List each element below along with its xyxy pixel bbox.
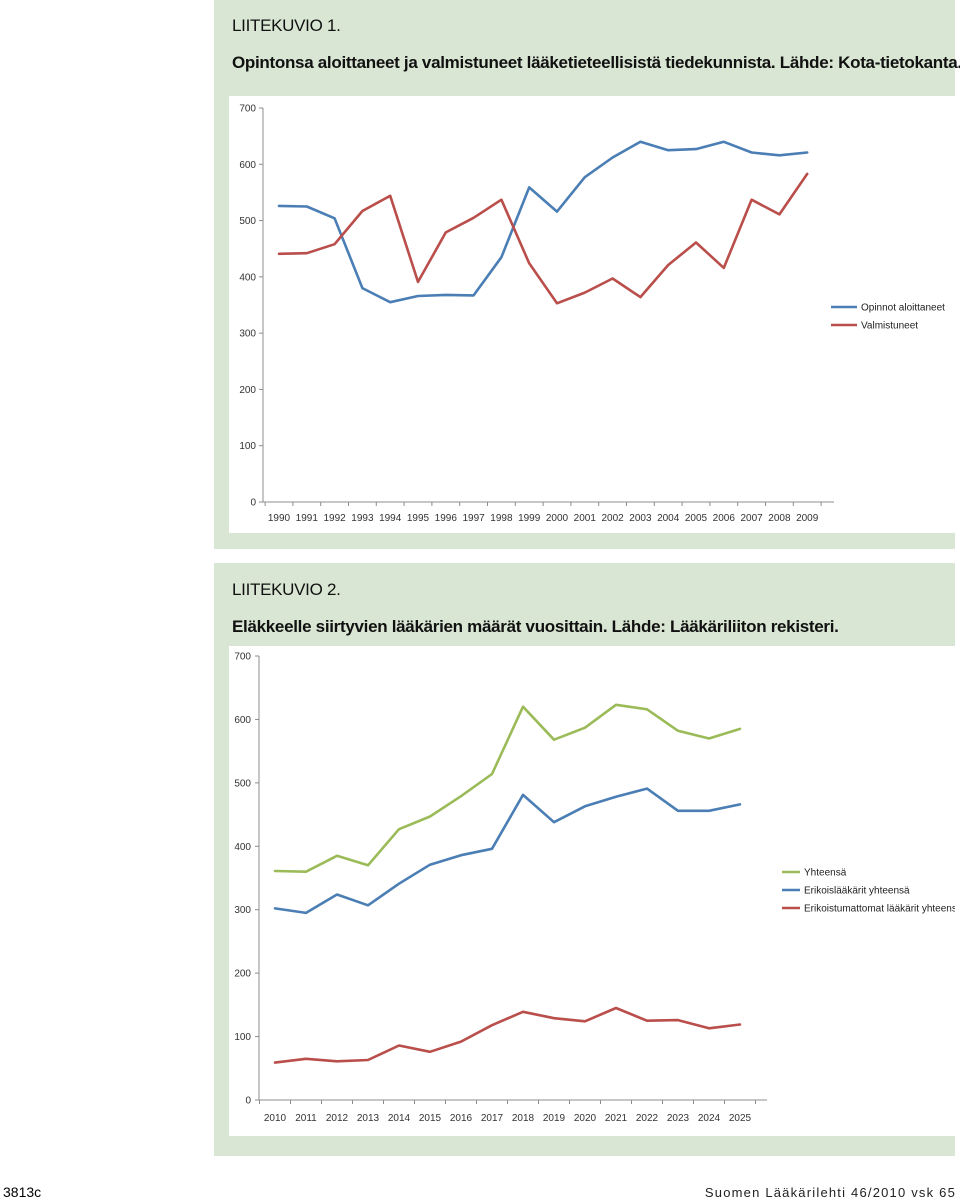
figure-1-x-tick-label: 1995 <box>407 513 430 524</box>
figure-1-x-tick-label: 2002 <box>601 513 624 524</box>
figure-1-x-tick-label: 2008 <box>768 513 791 524</box>
figure-1-x-tick-label: 2005 <box>685 513 708 524</box>
figure-2-series-line-2 <box>273 787 742 915</box>
figure-1-x-tick-label: 1991 <box>296 513 319 524</box>
figure-1-x-tick-label: 1996 <box>435 513 458 524</box>
figure-2-y-tick-label: 100 <box>234 1032 251 1043</box>
figure-1-y-tick-label: 700 <box>239 104 256 115</box>
figure-1-x-tick-label: 2007 <box>740 513 763 524</box>
figure-1-y-tick-label: 400 <box>239 272 256 283</box>
figure-2-x-tick-label: 2017 <box>481 1113 504 1124</box>
figure-1-x-tick-label: 2000 <box>546 513 569 524</box>
figure-2-x-tick-label: 2020 <box>574 1113 597 1124</box>
figure-2-y-tick-label: 400 <box>234 842 251 853</box>
figure-2-y-tick-label: 200 <box>234 969 251 980</box>
figure-1-chart-area: 0 100 200 300 400 500 600 700 1990 1991 1992 1993 19… <box>229 96 955 533</box>
figure-2-y-tick-label: 300 <box>234 905 251 916</box>
figure-2-x-tick-label: 2016 <box>450 1113 473 1124</box>
figure-1-x-tick-label: 2006 <box>713 513 736 524</box>
figure-1-x-tick-label: 1998 <box>490 513 513 524</box>
figure-1-label: LIITEKUVIO 1. <box>232 16 341 35</box>
figure-2-y-tick-label: 700 <box>234 652 251 663</box>
figure-2-x-tick-label: 2024 <box>698 1113 721 1124</box>
figure-2-legend-label-2: Erikoislääkärit yhteensä <box>804 886 910 897</box>
figure-2-legend-label-3: Erikoistumattomat lääkärit yhteensä <box>804 904 955 915</box>
figure-2-x-tick-label: 2010 <box>264 1113 287 1124</box>
figure-1-x-tick-label: 2009 <box>796 513 819 524</box>
publication-footer: Suomen Lääkärilehti 46/2010 vsk 65 <box>704 1185 956 1200</box>
figure-1-series-line-2 <box>277 172 809 305</box>
figure-2-x-tick-label: 2015 <box>419 1113 442 1124</box>
figure-1-chart: 0 100 200 300 400 500 600 700 1990 1991 1992 1993 19… <box>239 104 945 525</box>
figure-1-panel: LIITEKUVIO 1. Opintonsa aloittaneet ja v… <box>214 0 960 549</box>
figure-2-series-line-1 <box>273 703 742 873</box>
figure-2-x-tick-label: 2014 <box>388 1113 411 1124</box>
figure-2-x-tick-label: 2023 <box>667 1113 690 1124</box>
figure-1-y-tick-label: 600 <box>239 160 256 171</box>
figure-2-series-line-3 <box>273 1006 742 1064</box>
figure-1-x-tick-label: 1990 <box>268 513 291 524</box>
figure-2-legend-label-1: Yhteensä <box>804 868 847 879</box>
figure-2-x-tick-label: 2011 <box>295 1113 317 1124</box>
figure-2-y-tick-label: 500 <box>234 778 251 789</box>
figure-1-x-tick-label: 1997 <box>462 513 485 524</box>
figure-1-y-tick-label: 500 <box>239 216 256 227</box>
figure-2-chart-area: 0 100 200 300 400 500 600 700 2010 2011 2012 2013 20… <box>229 646 955 1136</box>
page-code: 3813c <box>3 1184 42 1200</box>
figure-1-y-tick-label: 100 <box>239 441 256 452</box>
figure-1-x-tick-label: 1992 <box>323 513 346 524</box>
figure-1-legend-label-1: Opinnot aloittaneet <box>861 303 945 314</box>
figure-2-x-tick-label: 2013 <box>357 1113 380 1124</box>
figure-1-y-tick-label: 300 <box>239 329 256 340</box>
figure-2-caption: Eläkkeelle siirtyvien lääkärien määrät v… <box>232 617 839 636</box>
figure-2-x-tick-label: 2022 <box>636 1113 659 1124</box>
figure-2-x-tick-label: 2025 <box>729 1113 752 1124</box>
figure-1-caption: Opintonsa aloittaneet ja valmistuneet lä… <box>232 53 960 72</box>
figure-2-y-tick-label: 600 <box>234 715 251 726</box>
figure-2-label: LIITEKUVIO 2. <box>232 580 341 599</box>
figure-2-chart: 0 100 200 300 400 500 600 700 2010 2011 2012 2013 20… <box>234 652 955 1125</box>
figure-2-x-tick-label: 2012 <box>326 1113 349 1124</box>
figure-2-x-tick-label: 2019 <box>543 1113 566 1124</box>
figure-1-x-tick-label: 2004 <box>657 513 680 524</box>
figure-1-x-tick-label: 2001 <box>574 513 597 524</box>
figure-1-x-tick-label: 1993 <box>351 513 374 524</box>
figure-1-series-line-1 <box>277 140 809 304</box>
figure-1-legend-label-2: Valmistuneet <box>861 321 918 332</box>
figure-2-y-tick-label: 0 <box>245 1096 251 1107</box>
figure-1-x-tick-label: 1999 <box>518 513 541 524</box>
figure-2-panel: LIITEKUVIO 2. Eläkkeelle siirtyvien lääk… <box>214 563 955 1156</box>
figure-2-x-tick-label: 2018 <box>512 1113 535 1124</box>
figure-1-y-tick-label: 200 <box>239 385 256 396</box>
figure-1-x-tick-label: 1994 <box>379 513 402 524</box>
figure-1-x-tick-label: 2003 <box>629 513 652 524</box>
figure-2-x-tick-label: 2021 <box>605 1113 628 1124</box>
figure-1-y-tick-label: 0 <box>250 498 256 509</box>
